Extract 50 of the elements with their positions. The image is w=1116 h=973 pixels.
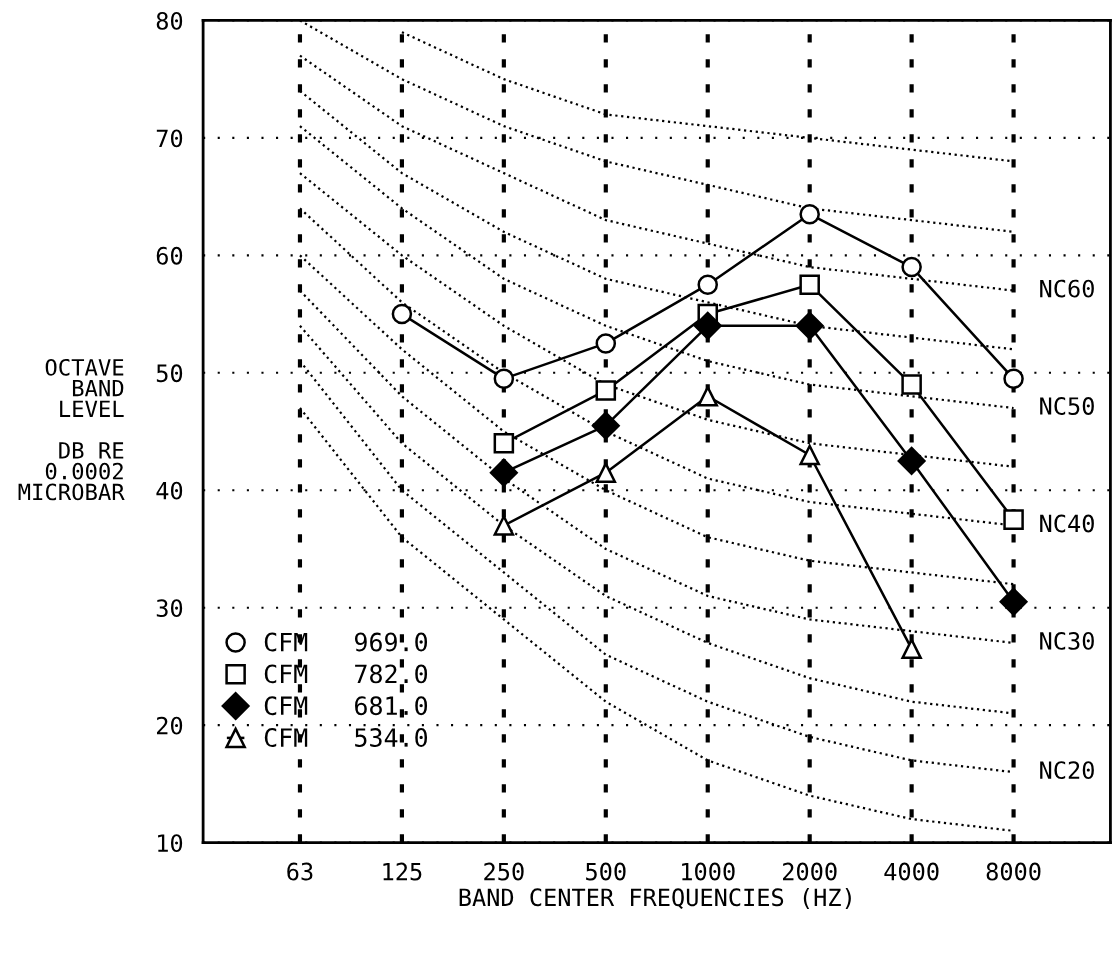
x-tick-label: 500 <box>586 862 626 881</box>
point <box>693 311 722 340</box>
point <box>1003 509 1024 530</box>
point <box>489 458 518 487</box>
x-tick-label: 125 <box>383 862 422 881</box>
annotation: NC20 <box>1040 761 1094 780</box>
point <box>391 303 413 325</box>
y-axis-title: OCTAVE BAND LEVEL DB RE 0.0002 MICROBAR <box>18 358 125 501</box>
annotation: NC50 <box>1040 397 1094 415</box>
point <box>901 638 922 660</box>
x-tick-label: 1000 <box>682 862 735 881</box>
point <box>493 432 515 454</box>
x-tick-label: 250 <box>484 862 524 881</box>
point <box>591 411 620 440</box>
y-tick-label: 50 <box>156 364 183 383</box>
point <box>697 386 719 407</box>
point <box>697 274 719 295</box>
point <box>595 380 617 401</box>
point <box>799 444 820 466</box>
annotation: NC60 <box>1040 279 1094 298</box>
y-tick-label: 60 <box>156 246 183 265</box>
point <box>493 368 515 389</box>
x-tick-label: 8000 <box>986 862 1041 881</box>
point <box>901 374 922 395</box>
point <box>1003 368 1024 389</box>
point <box>799 274 820 295</box>
x-tick-label: 63 <box>287 862 313 881</box>
legend-label: CFM 782.0 <box>264 664 428 684</box>
legend-label: CFM 681.0 <box>264 696 428 716</box>
y-tick-label: 40 <box>156 481 183 500</box>
y-tick-label: 30 <box>156 599 183 618</box>
point <box>595 462 617 483</box>
x-tick-label: 2000 <box>783 862 837 881</box>
point <box>901 256 922 278</box>
y-tick-label: 10 <box>158 834 183 852</box>
point <box>799 203 820 225</box>
y-tick-label: 80 <box>156 11 183 30</box>
annotation: NC40 <box>1040 514 1094 533</box>
x-axis-title: BAND CENTER FREQUENCIES (HZ) <box>459 887 851 909</box>
y-tick-label: 20 <box>156 716 183 735</box>
point <box>897 446 926 475</box>
legend-label: CFM 534.0 <box>264 728 428 747</box>
annotation: NC30 <box>1040 632 1094 650</box>
legend-label: CFM 969.0 <box>264 632 428 652</box>
point <box>999 587 1028 616</box>
point <box>595 333 617 354</box>
y-tick-label: 70 <box>156 129 183 148</box>
x-tick-label: 4000 <box>884 862 939 881</box>
point <box>493 515 515 536</box>
point <box>795 311 824 340</box>
